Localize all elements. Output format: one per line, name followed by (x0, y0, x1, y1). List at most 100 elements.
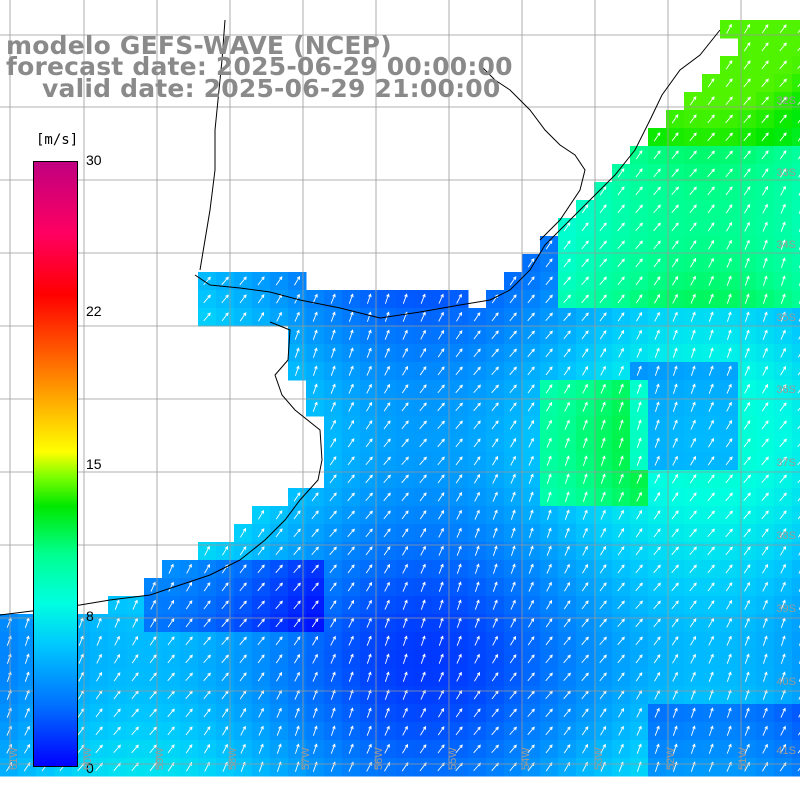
wind-arrow (798, 551, 800, 556)
wind-arrow (474, 599, 480, 610)
wind-arrow (527, 402, 535, 412)
wind-arrow (546, 563, 552, 574)
wind-arrow (455, 744, 463, 754)
wind-arrow (780, 365, 787, 376)
wind-arrow (330, 689, 336, 700)
wind-arrow (743, 60, 751, 70)
wind-arrow (744, 275, 750, 286)
wind-arrow (311, 582, 319, 592)
wind-arrow (725, 546, 733, 556)
wind-arrow (636, 437, 642, 448)
wind-arrow (762, 743, 768, 754)
wind-speed-cell (792, 686, 800, 705)
wind-arrow (222, 743, 228, 754)
wind-arrow (311, 600, 319, 610)
wind-arrow (671, 240, 679, 250)
wind-arrow (366, 599, 372, 610)
wind-arrow (347, 582, 355, 592)
wind-speed-cell (792, 254, 800, 273)
wind-arrow (437, 492, 445, 502)
wind-arrow (689, 132, 697, 142)
wind-arrow (221, 600, 229, 610)
wind-arrow (726, 653, 732, 664)
wind-arrow (707, 564, 715, 574)
wind-arrow (221, 294, 229, 304)
wind-speed-cell (792, 488, 800, 507)
wind-arrow (617, 222, 625, 232)
wind-arrow (203, 636, 211, 646)
wind-arrow (581, 294, 589, 304)
wind-arrow (600, 725, 607, 736)
wind-arrow (419, 420, 427, 430)
wind-speed-cell (792, 542, 800, 561)
wind-arrow (599, 258, 607, 268)
wind-arrow (131, 708, 139, 718)
wind-arrow (311, 528, 319, 538)
wind-arrow (330, 347, 336, 358)
wind-arrow (509, 384, 517, 394)
wind-arrow (510, 491, 516, 502)
wind-arrow (438, 527, 444, 538)
wind-arrow (635, 294, 643, 304)
wind-arrow (366, 617, 372, 628)
wind-arrow (383, 456, 391, 466)
wind-arrow (780, 311, 786, 322)
wind-arrow (312, 365, 318, 376)
wind-arrow (779, 24, 787, 34)
wind-arrow (725, 474, 733, 484)
wind-arrow (635, 654, 643, 664)
wind-arrow (581, 348, 589, 358)
wind-arrow (707, 474, 715, 484)
wind-arrow (275, 618, 283, 628)
wind-arrow (113, 672, 121, 682)
wind-arrows (6, 23, 800, 772)
wind-arrow (311, 492, 319, 502)
wind-arrow (654, 329, 660, 340)
wind-arrow (312, 707, 318, 718)
wind-arrow (635, 618, 643, 628)
lon-label: 60W (82, 747, 94, 770)
wind-speed-cell (792, 704, 800, 723)
wind-arrow (492, 563, 498, 574)
wind-arrow (384, 581, 390, 592)
wind-arrow (761, 402, 769, 412)
wind-arrow (167, 744, 175, 754)
wind-arrow (581, 582, 589, 592)
wind-arrow (797, 29, 800, 34)
wind-arrow (744, 725, 750, 736)
wind-arrow (726, 23, 732, 34)
wind-arrow (473, 402, 481, 412)
wind-arrow (636, 509, 643, 520)
wind-arrow (365, 510, 373, 520)
wind-arrow (419, 366, 427, 376)
wind-arrow (653, 132, 661, 142)
wind-arrow (582, 743, 589, 754)
wind-arrow (780, 707, 786, 718)
colorbar-tick-22: 22 (86, 303, 102, 319)
wind-arrow (294, 689, 300, 700)
wind-speed-cell (792, 272, 800, 291)
wind-arrow (743, 546, 751, 556)
wind-arrow (438, 671, 444, 682)
wind-arrow (797, 461, 800, 466)
wind-arrow (275, 582, 283, 592)
wind-arrow (725, 150, 733, 160)
wind-arrow (528, 545, 534, 556)
wind-arrow (545, 348, 553, 358)
wind-arrow (635, 168, 643, 178)
wind-speed-cell (792, 614, 800, 633)
lat-label: 41S (776, 745, 796, 757)
wind-arrow (617, 546, 625, 556)
wind-arrow (690, 455, 697, 466)
wind-arrow (545, 726, 553, 736)
wind-arrow (618, 401, 624, 412)
wind-arrow (528, 491, 534, 502)
wind-arrow (581, 672, 589, 682)
wind-arrow (599, 708, 607, 718)
wind-speed-cell (792, 56, 800, 75)
wind-arrow (437, 744, 445, 754)
wind-arrow (347, 492, 355, 502)
wind-arrow (744, 293, 750, 304)
wind-arrow (347, 528, 355, 538)
wind-arrow (653, 150, 661, 160)
